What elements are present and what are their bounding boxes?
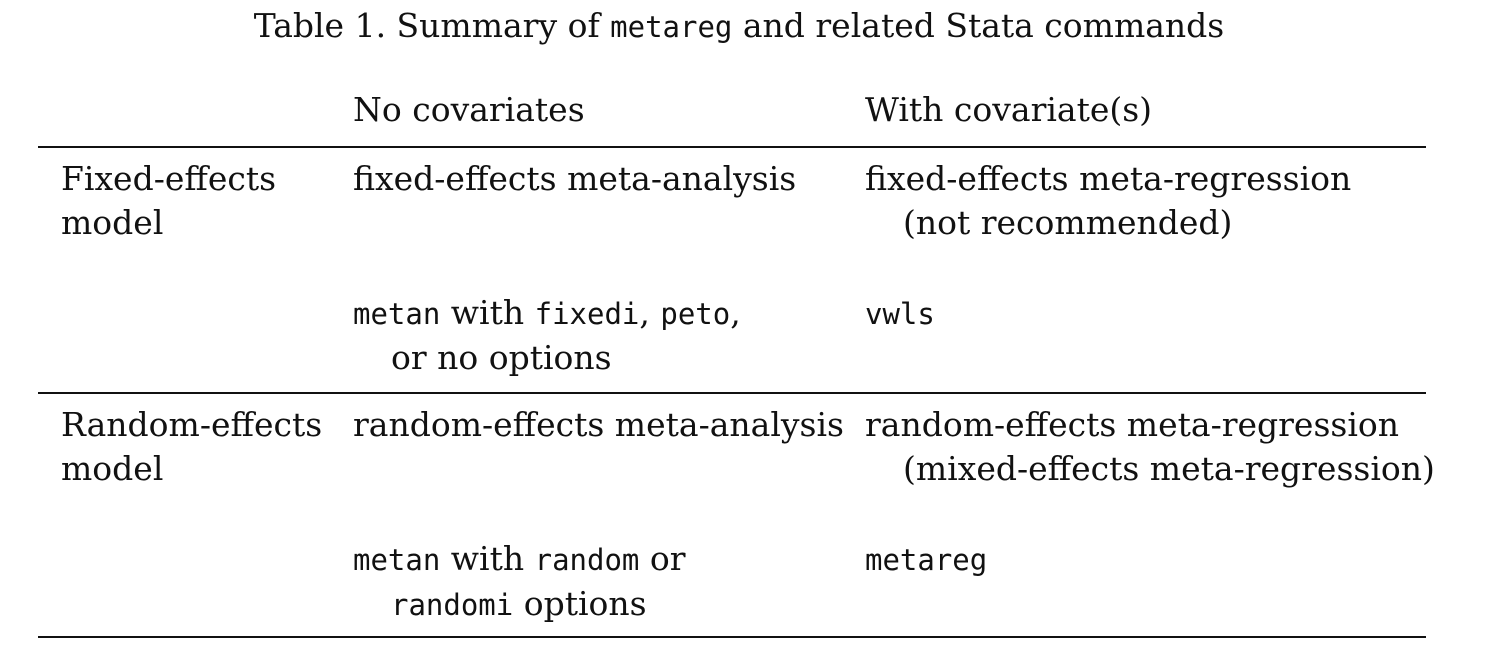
random-with-covariates-method: random-effects meta-regression (mixed-eff… [865,403,1435,491]
mid-rule [38,392,1426,394]
caption-suffix: and related Stata commands [732,6,1225,45]
fixed-cmd-separator-1: , [639,293,661,332]
fixed-with-covariates-method: fixed-effects meta-regression (not recomm… [865,157,1351,245]
random-cmd-options-word: options [513,584,647,623]
random-cmd-line2: randomi options [353,584,647,623]
random-no-covariates-command: metan with random or randomi options [353,537,686,627]
row-label-fixed-line2: model [61,203,164,242]
fixed-cmd-option-peto: peto [660,297,731,331]
column-header-no-covariates: No covariates [353,90,585,129]
fixed-cmd-separator-2: , [730,293,741,332]
random-cmd-option-randomi: randomi [391,588,514,622]
header-rule [38,146,1426,148]
row-label-random-effects: Random-effects model [61,403,322,491]
fixed-no-covariates-command: metan with fixedi, peto, or no options [353,291,741,380]
random-with-covariates-command: metareg [865,537,987,582]
row-label-fixed-effects: Fixed-effects model [61,157,276,245]
random-cmd-or: or [639,539,686,578]
fixed-no-covariates-method: fixed-effects meta-analysis [353,159,797,198]
row-label-random-line2: model [61,449,164,488]
random-cmd-metan: metan [353,543,441,577]
random-cmd-metareg: metareg [865,543,988,577]
table-caption: Table 1. Summary of metareg and related … [0,6,1478,47]
row-label-random-line1: Random-effects [61,405,323,444]
fixed-cmd-line2: or no options [391,338,612,377]
bottom-rule [38,636,1426,638]
random-no-covariates-method: random-effects meta-analysis [353,405,844,444]
random-with-cov-method-line1: random-effects meta-regression [865,405,1399,444]
random-with-cov-method-line2: (mixed-effects meta-regression) [903,449,1435,488]
column-header-with-covariates: With covariate(s) [865,90,1153,129]
fixed-with-cov-method-line1: fixed-effects meta-regression [865,159,1352,198]
fixed-cmd-vwls: vwls [865,297,935,331]
fixed-with-cov-method-line2: (not recommended) [903,203,1233,242]
row-label-fixed-line1: Fixed-effects [61,159,277,198]
fixed-cmd-metan: metan [353,297,441,331]
caption-command: metareg [610,10,733,44]
caption-prefix: Table 1. Summary of [253,6,611,45]
fixed-cmd-option-fixedi: fixedi [534,297,640,331]
fixed-cmd-with: with [440,293,535,332]
random-cmd-option-random: random [534,543,640,577]
random-cmd-with: with [440,539,535,578]
fixed-with-covariates-command: vwls [865,291,935,336]
